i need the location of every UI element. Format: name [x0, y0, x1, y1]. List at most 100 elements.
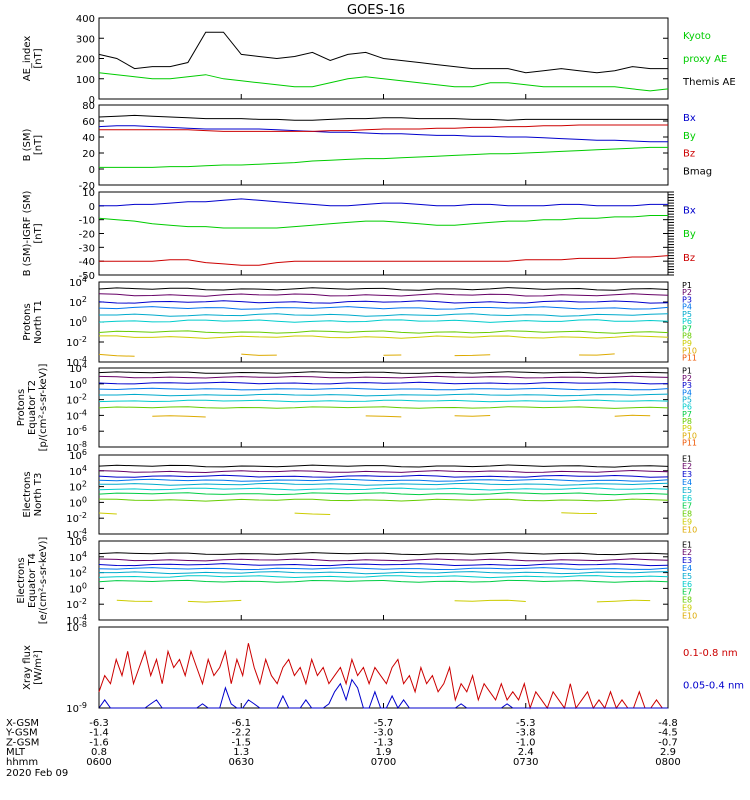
series-E9	[596, 599, 651, 603]
legend-P8: P8	[682, 332, 692, 341]
legend-E7: E7	[682, 502, 692, 511]
legend-E9: E9	[682, 518, 692, 527]
panel-frame	[98, 281, 669, 363]
series-P10	[454, 415, 491, 417]
series-E3	[98, 474, 669, 478]
series-P10	[579, 353, 615, 356]
series-P10	[152, 415, 206, 418]
panel-8: 10-8 10-9 Xray flux [W/m²] 0.1-0.8 nm 0.05-0.…	[22, 620, 744, 715]
row-value: -3.8	[516, 728, 536, 739]
legend-P8: P8	[682, 417, 692, 426]
series-E3	[98, 563, 669, 567]
legend-P5: P5	[682, 310, 692, 319]
row-value: -1.5	[231, 737, 251, 748]
row-value: 0730	[513, 757, 538, 768]
plot-title: GOES-16	[347, 3, 405, 18]
series-E9	[187, 599, 242, 603]
legend-P4: P4	[682, 303, 692, 312]
series-Bz	[99, 255, 669, 266]
legend-E4: E4	[682, 478, 692, 487]
legend-P9: P9	[682, 339, 692, 348]
series-Bx	[98, 125, 668, 143]
legend-entry: Bz	[683, 253, 695, 264]
y-tick-label: 100	[69, 315, 87, 329]
y-tick-label: 200	[76, 55, 95, 66]
series-P8	[98, 330, 669, 334]
series-E2	[98, 469, 669, 474]
legend-E6: E6	[682, 494, 692, 503]
y-tick-label: 10-8	[66, 620, 87, 634]
series-Kyoto-proxy-AE	[98, 72, 669, 92]
y-tick-label: 20	[82, 149, 95, 160]
row-value: -3.0	[374, 728, 394, 739]
y-axis-label: [e/(cm²-s-sr-keV)]	[38, 537, 49, 625]
axis-table: X-GSM -6.3 -6.1 -5.7 -5.3 -4.8 Y-GSM -1.4 -2.2 -3…	[5, 718, 681, 779]
row-value: -6.3	[89, 718, 109, 729]
series-E9	[294, 512, 331, 515]
row-value: -1.0	[516, 737, 536, 748]
series-P10	[98, 353, 135, 357]
y-axis-label: Electrons	[16, 557, 27, 603]
y-tick-label: 80	[82, 101, 95, 112]
legend-E9: E9	[682, 604, 692, 613]
series-P5	[99, 313, 669, 317]
legend-E10: E10	[682, 525, 697, 534]
series-P6	[98, 399, 669, 403]
legend-P3: P3	[682, 381, 692, 390]
legend-P10: P10	[682, 346, 697, 355]
legend-P7: P7	[682, 410, 692, 419]
y-tick-label: -50	[79, 271, 95, 282]
y-tick-label: 102	[69, 480, 87, 494]
panel-2: 80 60 40 20 0 -20 B (SM) [nT] Bx By Bz Bmag	[22, 101, 712, 192]
y-tick-label: 60	[82, 117, 95, 128]
series-P6	[98, 319, 669, 323]
y-tick-label: 10-9	[66, 701, 87, 715]
y-tick-label: 102	[69, 295, 87, 309]
y-axis-label: Equator T2	[27, 380, 38, 435]
y-axis-label: Xray flux	[22, 645, 33, 690]
y-axis-label: AE_index	[22, 36, 33, 82]
row-value: -5.7	[374, 718, 394, 729]
series-P3	[98, 381, 669, 385]
legend-E8: E8	[682, 510, 692, 519]
legend-entry: By	[683, 131, 696, 142]
y-tick-label: -20	[79, 230, 95, 241]
y-tick-label: 400	[76, 14, 95, 25]
series-E9	[454, 599, 526, 602]
legend-E4: E4	[682, 564, 692, 573]
legend-P1: P1	[682, 367, 692, 376]
row-label-Y-GSM: Y-GSM	[5, 728, 38, 739]
y-tick-label: 100	[69, 495, 87, 509]
row-value: -4.5	[658, 728, 678, 739]
date-label: 2020 Feb 09	[6, 768, 68, 779]
y-tick-label: -20	[79, 181, 95, 192]
y-tick-label: 10-2	[66, 511, 87, 525]
series-P10	[365, 415, 402, 418]
row-value: -0.7	[658, 737, 678, 748]
row-value: 1.3	[233, 747, 249, 758]
legend-E10: E10	[682, 611, 697, 620]
row-value: 0630	[229, 757, 254, 768]
y-tick-label: 0	[89, 202, 95, 213]
y-tick-label: 300	[76, 34, 95, 45]
y-axis-label: [p/(cm²-s-sr-keV)]	[38, 364, 49, 452]
y-tick-label: 100	[69, 377, 87, 391]
y-tick-label: 106	[69, 448, 87, 462]
y-tick-label: 10	[82, 188, 95, 199]
panel-3: 10 0 -10 -20 -30 -40 -50 B (SM)-IGRF (SM) [nT] Bx…	[22, 188, 696, 282]
series-P10	[614, 414, 651, 417]
series-E2	[98, 558, 669, 562]
legend-P9: P9	[682, 424, 692, 433]
y-axis-label: Electrons	[22, 471, 33, 517]
series-Themis-AE	[98, 31, 668, 74]
legend-E3: E3	[682, 556, 692, 565]
series-E1	[98, 552, 669, 556]
y-axis-label: [nT]	[33, 135, 44, 155]
legend-entry: Themis AE	[682, 77, 736, 88]
row-label-MLT: MLT	[6, 747, 26, 758]
row-value: 2.9	[660, 747, 676, 758]
y-tick-label: 104	[69, 361, 87, 375]
